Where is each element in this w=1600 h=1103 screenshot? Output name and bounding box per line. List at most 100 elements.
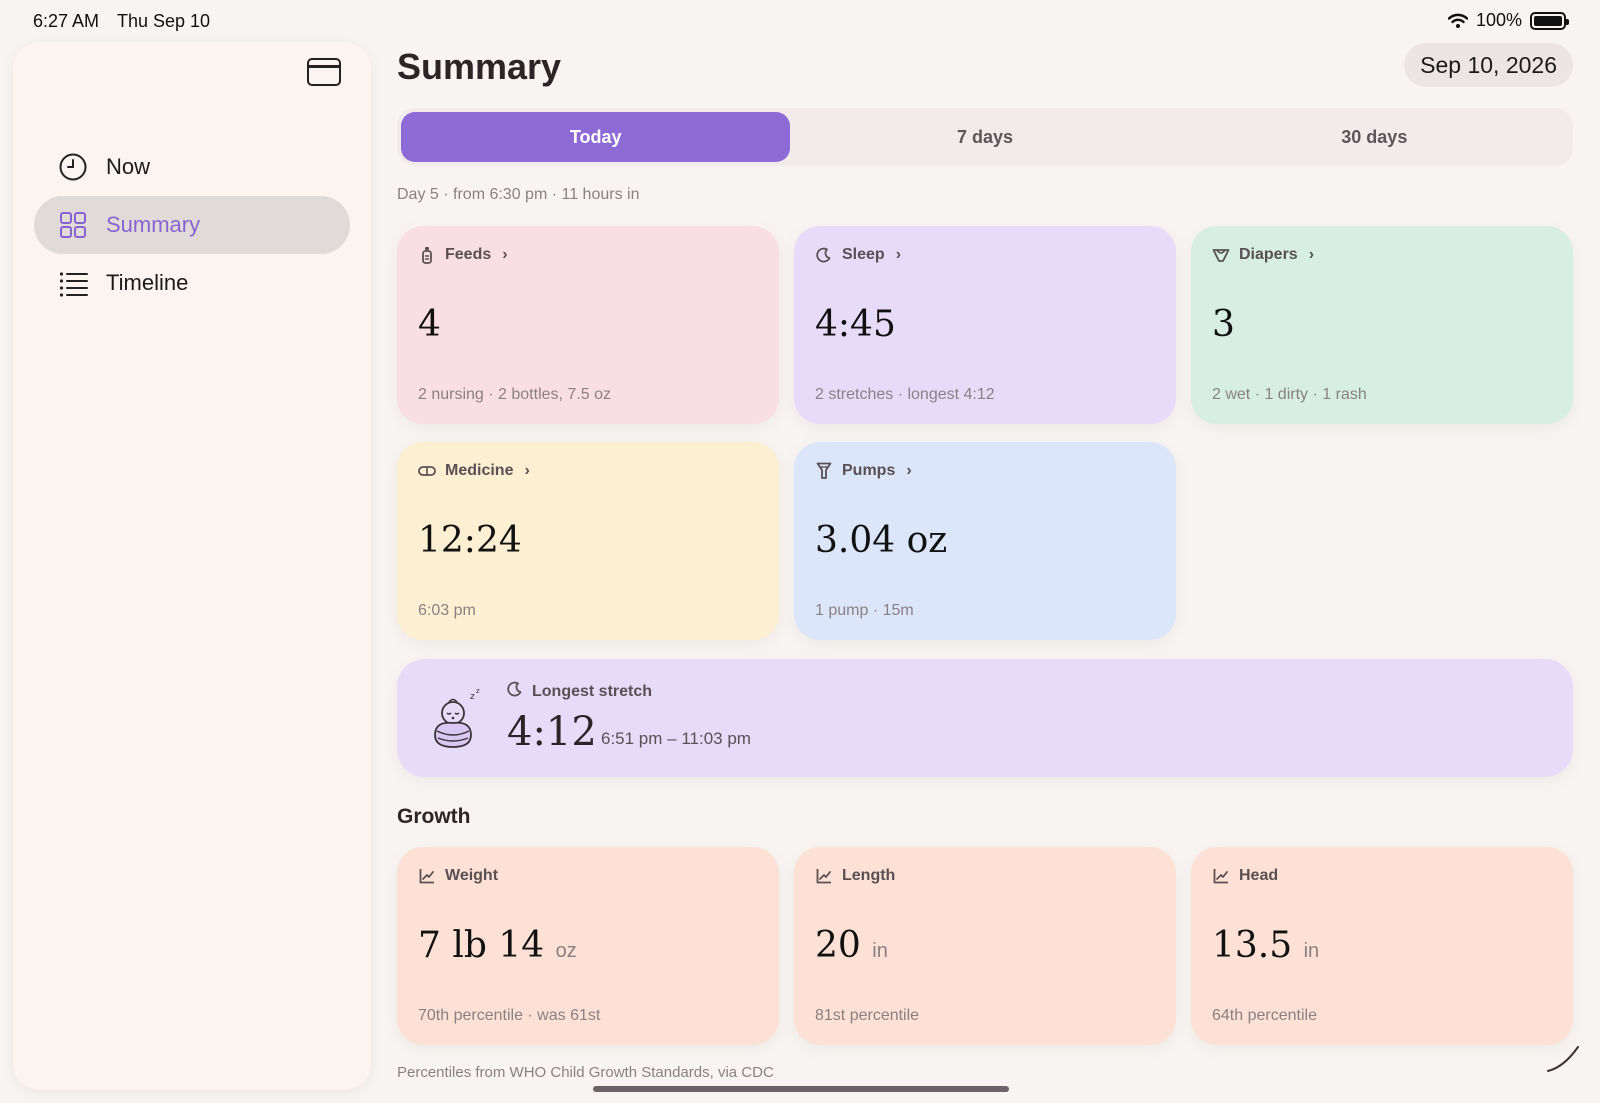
card-header: Head <box>1212 867 1552 885</box>
sleep-card[interactable]: Sleep › 4:45 2 stretches · longest 4:12 <box>794 226 1176 424</box>
summary-cards: Feeds › 4 2 nursing · 2 bottles, 7.5 oz … <box>397 226 1573 640</box>
card-header: Diapers › <box>1212 246 1552 264</box>
chevron-right-icon: › <box>502 246 508 263</box>
sidebar-item-timeline[interactable]: Timeline <box>34 254 350 312</box>
wifi-icon <box>1447 13 1468 28</box>
head-card[interactable]: Head 13.5 in 64th percentile <box>1191 847 1573 1045</box>
value-unit: in <box>872 940 888 962</box>
card-detail: 70th percentile · was 61st <box>418 1007 601 1024</box>
sidebar-nav: Now Summary <box>34 138 350 312</box>
card-header: Sleep › <box>815 246 1155 264</box>
sidebar-toggle-icon[interactable] <box>307 58 341 86</box>
card-value: 12:24 <box>418 520 522 561</box>
card-title: Medicine <box>445 462 514 479</box>
chart-line-icon <box>1212 867 1230 885</box>
sidebar: Now Summary <box>13 42 371 1090</box>
range-segmented-control: Today 7 days 30 days <box>397 108 1573 166</box>
pencil-hover-icon <box>1547 1046 1579 1072</box>
card-detail: 64th percentile <box>1212 1007 1317 1024</box>
page-title: Summary <box>397 46 562 87</box>
growth-section-title: Growth <box>397 805 471 828</box>
status-time: 6:27 AM <box>33 11 100 31</box>
medicine-card[interactable]: Medicine › 12:24 6:03 pm <box>397 442 779 640</box>
feeds-card[interactable]: Feeds › 4 2 nursing · 2 bottles, 7.5 oz <box>397 226 779 424</box>
card-title: Sleep <box>842 246 885 263</box>
diapers-card[interactable]: Diapers › 3 2 wet · 1 dirty · 1 rash <box>1191 226 1573 424</box>
card-detail: 2 stretches · longest 4:12 <box>815 386 995 403</box>
chart-line-icon <box>418 867 436 885</box>
stretch-range: 6:51 pm – 11:03 pm <box>601 729 751 748</box>
diaper-icon <box>1212 246 1230 264</box>
date-picker-button[interactable]: Sep 10, 2026 <box>1404 43 1573 87</box>
card-detail: 2 wet · 1 dirty · 1 rash <box>1212 386 1367 403</box>
stretch-title: Longest stretch <box>532 682 653 700</box>
pumps-card[interactable]: Pumps › 3.04 oz 1 pump · 15m <box>794 442 1176 640</box>
card-header: Medicine › <box>418 462 758 480</box>
value-number: 7 lb 14 <box>418 925 545 966</box>
card-title: Length <box>842 867 896 884</box>
value-number: 20 <box>815 925 861 966</box>
card-title: Head <box>1239 867 1279 884</box>
moon-icon <box>815 246 833 264</box>
bottle-icon <box>418 246 436 264</box>
chevron-right-icon: › <box>524 462 530 479</box>
clock-icon <box>58 152 88 182</box>
pump-icon <box>815 462 833 480</box>
list-icon <box>58 268 88 298</box>
length-card[interactable]: Length 20 in 81st percentile <box>794 847 1176 1045</box>
longest-stretch-card: z z Longest stretch 4:12 6:51 pm – 11:03… <box>397 659 1573 777</box>
stretch-header: Longest stretch <box>507 681 652 702</box>
card-value: 3.04 oz <box>815 520 948 561</box>
sidebar-item-label: Timeline <box>106 270 189 295</box>
growth-footnote: Percentiles from WHO Child Growth Standa… <box>397 1064 774 1081</box>
tab-today[interactable]: Today <box>401 112 791 162</box>
card-title: Weight <box>445 867 499 884</box>
card-value: 7 lb 14 oz <box>418 925 577 966</box>
growth-cards: Weight 7 lb 14 oz 70th percentile · was … <box>397 847 1573 1045</box>
chevron-right-icon: › <box>906 462 912 479</box>
pill-icon <box>418 462 436 480</box>
card-value: 20 in <box>815 925 888 966</box>
card-title: Feeds <box>445 246 492 263</box>
svg-text:z: z <box>470 692 475 702</box>
sidebar-item-summary[interactable]: Summary <box>34 196 350 254</box>
card-header: Feeds › <box>418 246 758 264</box>
sidebar-item-label: Now <box>106 154 151 179</box>
card-detail: 81st percentile <box>815 1007 920 1024</box>
value-unit: in <box>1303 940 1320 962</box>
card-header: Length <box>815 867 1155 885</box>
battery-icon <box>1530 11 1569 30</box>
value-unit: oz <box>555 940 577 962</box>
card-detail: 2 nursing · 2 bottles, 7.5 oz <box>418 386 611 403</box>
card-title: Pumps <box>842 462 896 479</box>
grid-icon <box>58 210 88 240</box>
battery-percent: 100% <box>1475 10 1522 30</box>
chart-line-icon <box>815 867 833 885</box>
status-indicators: 100% <box>1447 10 1569 31</box>
card-header: Pumps › <box>815 462 1155 480</box>
day-subtitle: Day 5 · from 6:30 pm · 11 hours in <box>397 186 640 203</box>
tab-30-days[interactable]: 30 days <box>1341 126 1408 147</box>
weight-card[interactable]: Weight 7 lb 14 oz 70th percentile · was … <box>397 847 779 1045</box>
card-value: 3 <box>1212 304 1235 345</box>
card-detail: 6:03 pm <box>418 602 476 619</box>
card-header: Weight <box>418 867 758 885</box>
sidebar-item-label: Summary <box>106 212 201 237</box>
moon-icon <box>507 681 523 702</box>
chevron-right-icon: › <box>1308 246 1315 263</box>
home-indicator[interactable] <box>593 1086 1009 1092</box>
stretch-value: 4:12 <box>507 709 597 755</box>
status-bar: 6:27 AM Thu Sep 10 100% <box>0 0 1600 40</box>
card-value: 4:45 <box>815 304 896 345</box>
value-number: 13.5 <box>1212 925 1293 966</box>
card-value: 4 <box>418 304 441 345</box>
card-title: Diapers <box>1239 246 1298 263</box>
card-detail: 1 pump · 15m <box>815 602 914 619</box>
card-value: 13.5 in <box>1212 925 1319 966</box>
sidebar-item-now[interactable]: Now <box>34 138 350 196</box>
sleeping-baby-icon: z z <box>434 687 480 748</box>
chevron-right-icon: › <box>895 246 902 263</box>
svg-text:z: z <box>476 687 480 695</box>
status-day: Thu Sep 10 <box>117 11 211 31</box>
tab-7-days[interactable]: 7 days <box>956 126 1014 147</box>
